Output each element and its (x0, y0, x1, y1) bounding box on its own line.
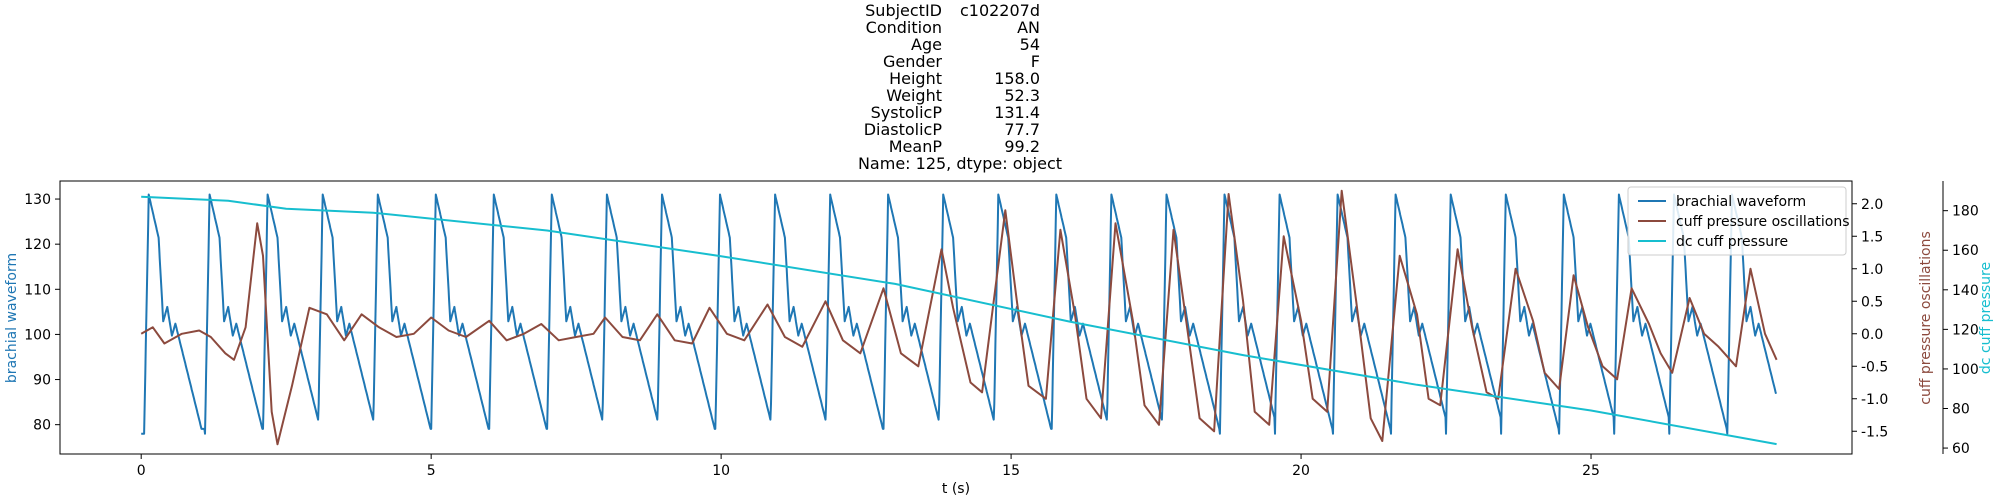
title-value: F (1030, 52, 1040, 71)
x-tick-label: 5 (427, 463, 436, 479)
right2-tick-label: 160 (1952, 243, 1979, 259)
left-axis: 80 90 100 110 120 130 (24, 192, 60, 434)
plot-frame (59, 180, 1853, 455)
left-tick-label: 80 (33, 418, 51, 434)
right2-tick-label: 140 (1952, 283, 1979, 299)
right1-tick-label: -1.5 (1861, 424, 1888, 440)
right1-tick-label: -1.0 (1861, 392, 1888, 408)
x-tick-label: 15 (1002, 463, 1020, 479)
series-line-brachial-waveform (140, 193, 1777, 435)
series-line-dc-cuff-pressure (141, 195, 1777, 446)
right1-tick-label: 0.5 (1861, 294, 1883, 310)
title-value: AN (1017, 18, 1040, 37)
right1-tick-label: 1.0 (1861, 262, 1883, 278)
right2-tick-label: 120 (1952, 322, 1979, 338)
x-tick-label: 20 (1292, 463, 1310, 479)
left-tick-label: 130 (24, 192, 51, 208)
series-layer (140, 189, 1778, 446)
right1-tick-label: -0.5 (1861, 359, 1888, 375)
right1-tick-label: 1.5 (1861, 229, 1883, 245)
x-tick-label: 25 (1582, 463, 1600, 479)
right-axis-dc-cuff: 60 80 100 120 140 160 180 (1942, 181, 1979, 457)
title-key: MeanP (888, 137, 942, 156)
legend-label: cuff pressure oscillations (1676, 214, 1850, 230)
left-axis-label: brachial waveform (4, 253, 20, 383)
x-axis-label: t (s) (942, 481, 970, 497)
right1-tick-label: 2.0 (1861, 197, 1883, 213)
title-value: 131.4 (994, 103, 1040, 122)
x-tick-label: 10 (712, 463, 730, 479)
left-tick-label: 90 (33, 373, 51, 389)
title-key: Height (889, 69, 942, 88)
right-axis-label-cuff-oscillations: cuff pressure oscillations (1918, 231, 1934, 405)
title-key: SubjectID (865, 1, 942, 20)
title-key: SystolicP (870, 103, 942, 122)
right-axis-label-dc-cuff: dc cuff pressure (1978, 262, 1994, 374)
x-axis: 0 5 10 15 20 25 (137, 454, 1600, 479)
left-tick-label: 120 (24, 237, 51, 253)
left-tick-label: 100 (24, 327, 51, 343)
title-value: 99.2 (1004, 137, 1040, 156)
title-key: Weight (886, 86, 942, 105)
right2-tick-label: 180 (1952, 204, 1979, 220)
right2-tick-label: 60 (1952, 441, 1970, 457)
title-value: 158.0 (994, 69, 1040, 88)
title-key: DiastolicP (863, 120, 942, 139)
right-axis-cuff-oscillations: -1.5 -1.0 -0.5 0.0 0.5 1.0 1.5 2.0 (1852, 197, 1888, 440)
right2-tick-label: 80 (1952, 402, 1970, 418)
title-value: 77.7 (1004, 120, 1040, 139)
right1-tick-label: 0.0 (1861, 327, 1883, 343)
legend-box (1627, 186, 1847, 256)
title-key: Gender (883, 52, 942, 71)
legend: brachial waveform cuff pressure oscillati… (1627, 186, 1850, 256)
title-key: Condition (865, 18, 942, 37)
x-tick-label: 0 (137, 463, 146, 479)
left-tick-label: 110 (24, 282, 51, 298)
legend-label: brachial waveform (1676, 194, 1806, 210)
title-value: 54 (1019, 35, 1040, 54)
title-value: 52.3 (1004, 86, 1040, 105)
right2-tick-label: 100 (1952, 362, 1979, 378)
title-footer: Name: 125, dtype: object (857, 154, 1063, 173)
title-value: c102207d (959, 1, 1040, 20)
title-key: Age (911, 35, 942, 54)
legend-label: dc cuff pressure (1676, 234, 1788, 250)
series-line-cuff-pressure-oscillations (140, 189, 1778, 446)
